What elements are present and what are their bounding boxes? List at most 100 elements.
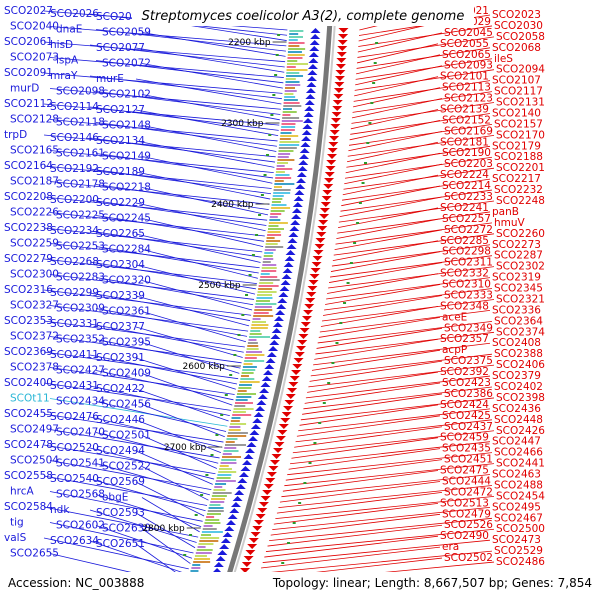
tick-mark: [270, 114, 274, 116]
tick-mark: [372, 82, 376, 84]
connector-right: [278, 485, 493, 509]
tick-mark: [361, 182, 365, 184]
connector-right: [341, 178, 491, 201]
gene-label-right: panB: [492, 206, 519, 218]
footer-backdrop: [0, 572, 600, 600]
gene-label-right: hmuV: [494, 217, 526, 229]
feature-strip: [247, 342, 258, 344]
gene-label-right: SCO2336: [492, 304, 541, 316]
feature-strip: [212, 492, 232, 494]
gene-label-right: SCO2232: [494, 184, 543, 196]
connector-right: [358, 25, 493, 47]
connector-left: [89, 354, 238, 385]
gene-label-left: SCO2455: [4, 408, 53, 420]
gene-arrow-left: [277, 298, 288, 303]
gene-tracks: [171, 19, 379, 600]
gene-arrow-right: [307, 286, 318, 291]
tick-mark: [263, 174, 267, 176]
feature-strip: [211, 495, 227, 497]
connector-left: [95, 401, 227, 432]
gene-arrow-left: [255, 406, 266, 411]
feature-strip: [270, 210, 285, 212]
gene-label-right: SCO2463: [492, 469, 541, 481]
connector-right: [344, 156, 493, 179]
gene-label-left: SCO2146: [50, 132, 99, 144]
gene-arrow-right: [263, 484, 274, 489]
gene-label-right: SCO2386: [444, 388, 493, 400]
connector-left: [49, 460, 212, 491]
connector-right: [346, 145, 491, 168]
gene-label-left: SCO2128: [10, 114, 59, 126]
kbp-label: 2800 kbp: [142, 524, 185, 534]
gene-label-left: trpD: [4, 129, 27, 141]
gene-arrow-right: [284, 400, 295, 405]
gene-label-right: SCO2298: [442, 246, 491, 258]
gene-arrow-right: [305, 298, 316, 303]
connector-right: [321, 299, 495, 322]
feature-strip: [234, 402, 253, 404]
feature-strip: [284, 96, 296, 98]
tick-mark: [303, 482, 307, 484]
connector-right: [311, 349, 441, 371]
feature-strip: [250, 327, 268, 329]
gene-arrow-right: [334, 76, 345, 81]
gene-arrow-left: [304, 100, 315, 105]
feature-strip: [194, 558, 211, 560]
connector-left: [141, 497, 200, 533]
feature-strip: [263, 258, 274, 260]
feature-strip: [214, 486, 223, 488]
feature-strip: [197, 546, 206, 548]
gene-label-right: SCO2495: [492, 501, 541, 513]
connector-right: [275, 496, 495, 520]
connector-right: [356, 54, 441, 75]
feature-strip: [283, 105, 302, 107]
connector-right: [353, 87, 441, 108]
connector-right: [326, 277, 491, 300]
gene-label-right: SCO2287: [494, 250, 543, 262]
gene-label-left: SCO2569: [96, 476, 145, 488]
gene-arrow-left: [310, 34, 321, 39]
gene-arrow-right: [247, 544, 258, 549]
gene-label-right: SCO2426: [496, 425, 545, 437]
gene-arrow-left: [212, 568, 223, 573]
connector-left: [141, 528, 191, 564]
gene-arrow-left: [307, 64, 318, 69]
gene-arrow-left: [257, 394, 268, 399]
gene-arrow-right: [289, 376, 300, 381]
gene-arrow-left: [297, 166, 308, 171]
gene-arrow-right: [303, 310, 314, 315]
connector-right: [336, 218, 441, 240]
gene-arrow-left: [264, 364, 275, 369]
gene-label-left: SCO2127: [96, 104, 145, 116]
connector-left: [141, 125, 277, 152]
gene-label-right: SCO2058: [496, 31, 545, 43]
gene-arrow-left: [278, 292, 289, 297]
connector-left: [89, 385, 230, 417]
connector-right: [294, 426, 443, 448]
gene-label-left: SCO2422: [96, 383, 145, 395]
connector-right: [325, 284, 441, 305]
feature-strip: [286, 72, 300, 74]
connector-left: [135, 264, 256, 295]
gene-arrow-left: [284, 256, 295, 261]
connector-left: [89, 230, 262, 258]
gene-label-right: SCO2117: [494, 86, 543, 98]
feature-strip: [286, 66, 296, 68]
gene-label-right: SCO2311: [444, 257, 493, 269]
gene-label-right: SCO2107: [492, 75, 541, 87]
kbp-ticks: 2200 kbp 2300 kbp 2400 kbp 2500 kbp 2600 kbp…: [142, 38, 287, 534]
gene-label-right: SCO2348: [440, 300, 489, 312]
gene-label-right: SCO2030: [494, 20, 543, 32]
connector-left: [43, 537, 189, 570]
gene-label-right: SCO2459: [440, 432, 489, 444]
gene-label-left: SCO2208: [4, 191, 53, 203]
feature-strip: [269, 216, 278, 218]
gene-arrow-right: [294, 352, 305, 357]
feature-strip: [269, 219, 281, 221]
connector-right: [291, 437, 439, 459]
feature-strip: [253, 312, 269, 314]
connector-right: [337, 211, 491, 234]
connector-right: [285, 459, 443, 481]
gene-label-right: SCO2203: [444, 158, 493, 170]
